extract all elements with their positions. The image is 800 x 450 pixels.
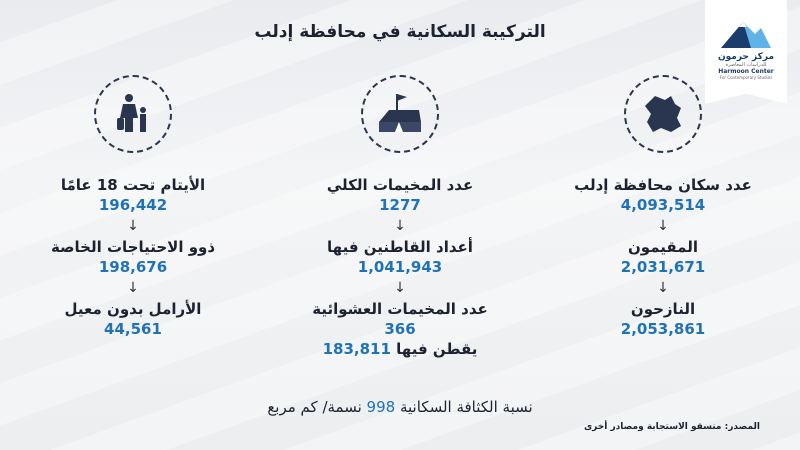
displaced-value: 2,053,861 — [620, 320, 706, 338]
widows-value: 44,561 — [104, 320, 162, 338]
residents-label: المقيمون — [627, 238, 698, 256]
logo: مركز حرمون للدراسات المعاصرة Harmoon Cen… — [705, 0, 787, 104]
population-label: عدد سكان محافظة إدلب — [574, 176, 752, 194]
arrow-down-icon: ↓ — [394, 280, 406, 296]
logo-english-sub: For Contemporary Studies — [719, 75, 773, 80]
logo-arabic-name: مركز حرمون — [717, 52, 775, 62]
residents-value: 2,031,671 — [620, 258, 706, 276]
population-column: عدد سكان محافظة إدلب 4,093,514 ↓ المقيمو… — [533, 75, 793, 339]
total-camps-value: 1277 — [379, 196, 421, 214]
family-icon — [94, 75, 172, 153]
density-value: 998 — [366, 398, 396, 416]
camps-column: عدد المخيمات الكلي 1277 ↓ أعداد القاطنين… — [270, 75, 530, 359]
random-camps-residents: يقطن فيها 183,811 — [270, 339, 530, 359]
mountain-logo-icon — [721, 22, 771, 48]
special-needs-label: ذوو الاحتياجات الخاصة — [50, 238, 216, 256]
density-label: نسبة الكثافة السكانية — [399, 398, 533, 416]
camp-residents-value: 1,041,943 — [357, 258, 443, 276]
source-note: المصدر: منسقو الاستجابة ومصادر أخرى — [583, 422, 760, 432]
arrow-down-icon: ↓ — [657, 280, 669, 296]
population-value: 4,093,514 — [620, 196, 706, 214]
arrow-down-icon: ↓ — [127, 280, 139, 296]
random-camps-residents-label: يقطن فيها — [396, 340, 478, 358]
orphans-label: الأيتام تحت 18 عامًا — [60, 176, 206, 194]
random-camps-residents-value: 183,811 — [322, 340, 391, 358]
random-camps-value: 366 — [384, 320, 416, 338]
widows-label: الأرامل بدون معيل — [64, 300, 202, 318]
page-title: التركيبة السكانية في محافظة إدلب — [254, 22, 546, 42]
random-camps-label: عدد المخيمات العشوائية — [312, 300, 488, 318]
population-density: نسبة الكثافة السكانية 998 نسمة/ كم مربع — [0, 398, 800, 416]
logo-arabic-sub: للدراسات المعاصرة — [725, 62, 767, 68]
camp-residents-label: أعداد القاطنين فيها — [327, 238, 473, 256]
arrow-down-icon: ↓ — [127, 218, 139, 234]
total-camps-label: عدد المخيمات الكلي — [326, 176, 474, 194]
logo-english-name: Harmoon Center — [718, 68, 774, 75]
arrow-down-icon: ↓ — [657, 218, 669, 234]
vulnerable-column: الأيتام تحت 18 عامًا 196,442 ↓ ذوو الاحت… — [3, 75, 263, 339]
special-needs-value: 198,676 — [98, 258, 168, 276]
orphans-value: 196,442 — [98, 196, 168, 214]
map-icon — [624, 75, 702, 153]
tent-flag-icon — [361, 75, 439, 153]
displaced-label: النازحون — [630, 300, 696, 318]
arrow-down-icon: ↓ — [394, 218, 406, 234]
density-unit: نسمة/ كم مربع — [267, 398, 362, 416]
